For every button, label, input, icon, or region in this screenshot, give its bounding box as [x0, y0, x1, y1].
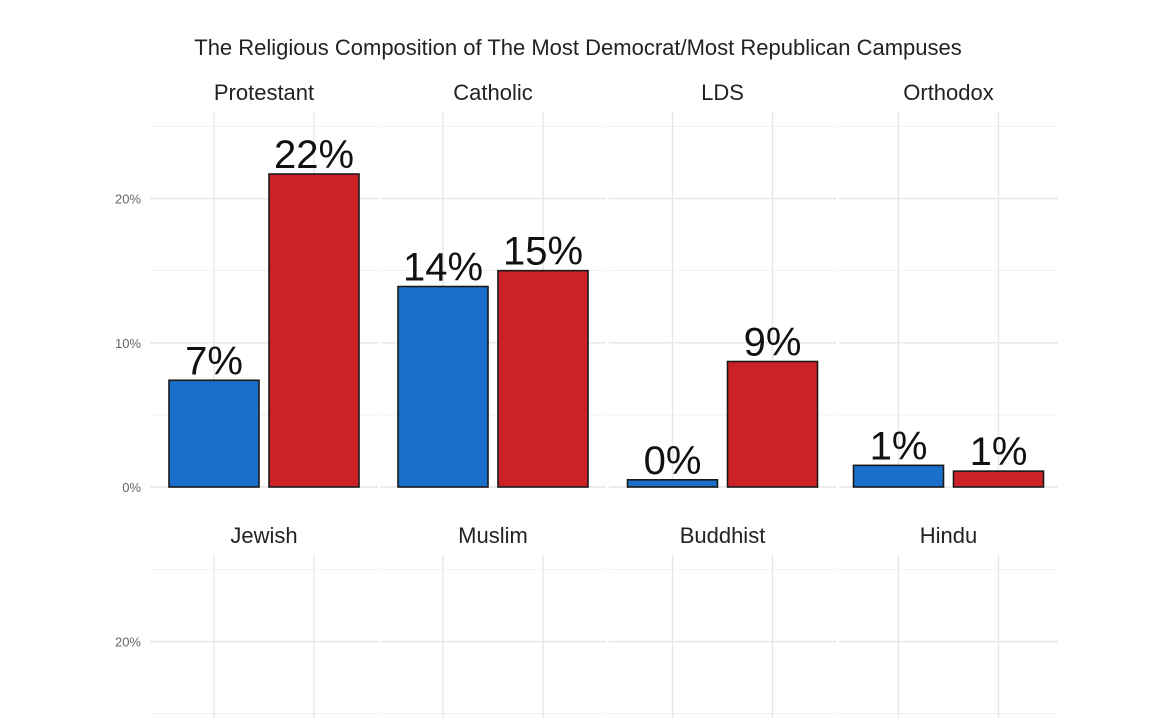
bar-catholic-democrat	[397, 285, 489, 488]
facet-label: Jewish	[230, 523, 297, 548]
bar-protestant-republican	[268, 173, 360, 488]
y-tick-label: 0%	[122, 480, 141, 495]
data-label: 1%	[870, 424, 928, 468]
bar-protestant-democrat	[168, 379, 260, 488]
y-tick-label: 10%	[115, 336, 141, 351]
facet-label: Buddhist	[680, 523, 766, 548]
facet-label: Protestant	[214, 80, 314, 105]
facet-label: Catholic	[453, 80, 532, 105]
facet-label: Orthodox	[903, 80, 994, 105]
bar-lds-republican	[726, 360, 819, 488]
y-tick-label: 20%	[115, 192, 141, 207]
bar-orthodox-democrat	[852, 464, 945, 488]
data-label: 9%	[744, 321, 802, 365]
data-label: 1%	[970, 430, 1028, 474]
facet-label: Muslim	[458, 523, 528, 548]
y-tick-label: 20%	[115, 635, 141, 650]
facet-label: LDS	[701, 80, 744, 105]
data-label: 14%	[403, 246, 483, 290]
data-label: 15%	[503, 230, 583, 274]
data-label: 7%	[185, 339, 243, 383]
data-label: 0%	[644, 439, 702, 483]
bar-lds-democrat	[626, 478, 719, 488]
facet-label: Hindu	[920, 523, 977, 548]
chart-title: The Religious Composition of The Most De…	[194, 35, 962, 60]
bar-catholic-republican	[497, 269, 589, 488]
bar-orthodox-republican	[952, 470, 1045, 488]
data-label: 22%	[274, 133, 354, 177]
